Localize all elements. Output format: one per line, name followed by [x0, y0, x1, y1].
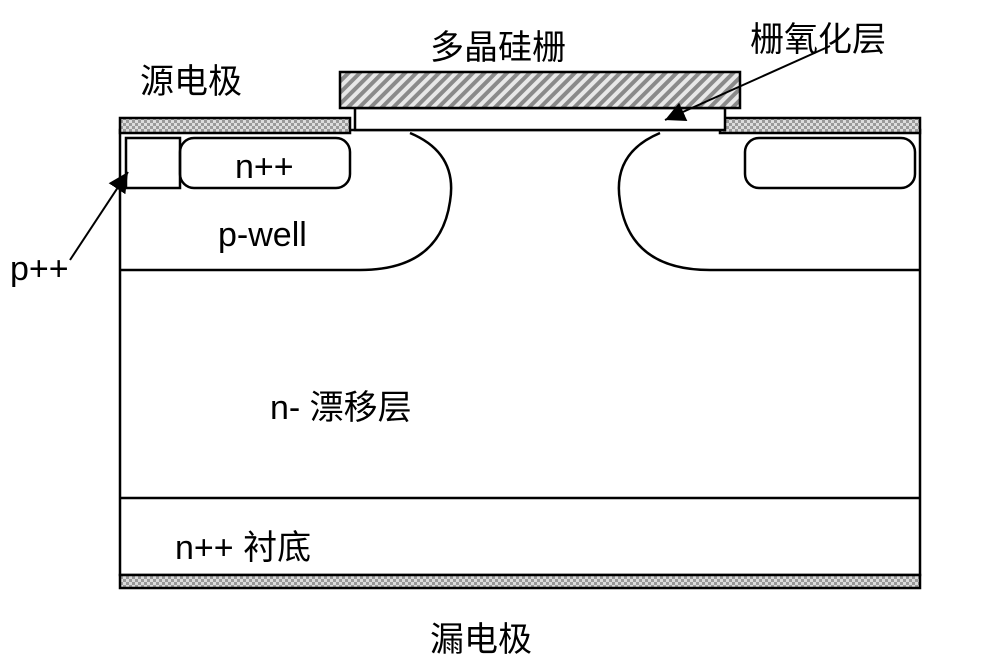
label-substrate: n++ 衬底: [175, 520, 311, 569]
label-gate-oxide: 栅氧化层: [750, 12, 886, 61]
diagram-stage: 多晶硅栅 栅氧化层 源电极 p++ n++ p-well n- 漂移层 n++ …: [0, 0, 1000, 662]
label-source: 源电极: [140, 54, 242, 103]
label-n-plus: n++: [235, 148, 294, 187]
label-drift: n- 漂移层: [270, 380, 412, 429]
label-p-well: p-well: [218, 216, 307, 255]
label-p-plus: p++: [10, 250, 69, 289]
label-poly-gate: 多晶硅栅: [430, 20, 566, 69]
label-drain: 漏电极: [430, 612, 532, 661]
